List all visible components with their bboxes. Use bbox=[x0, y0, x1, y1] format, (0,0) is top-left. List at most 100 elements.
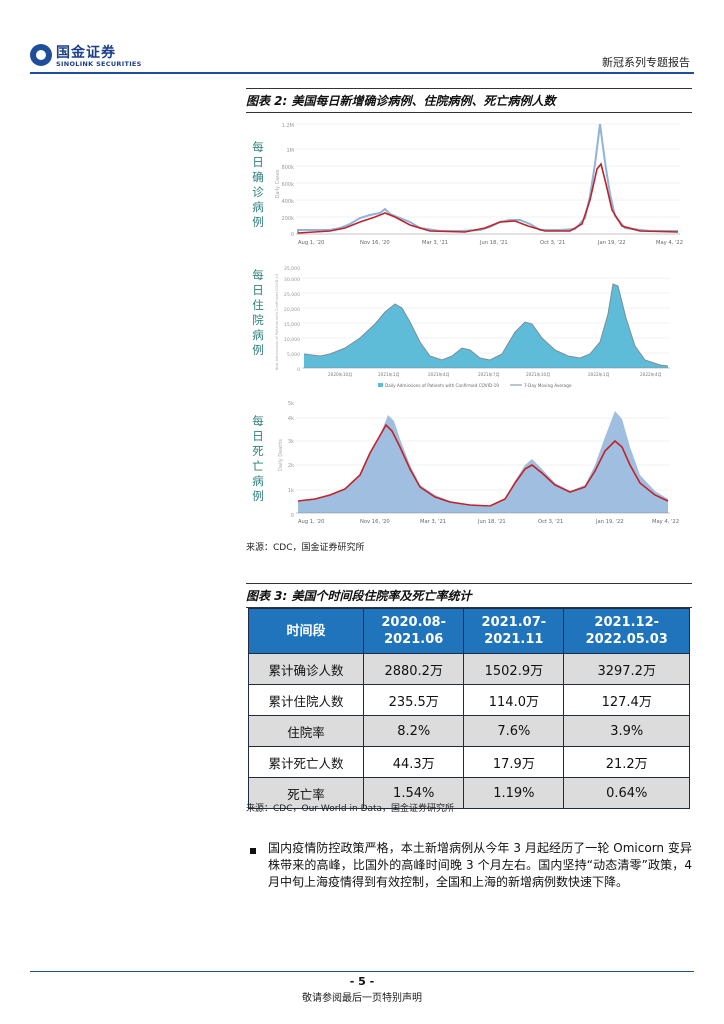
stats-table: 时间段 2020.08- 2021.06 2021.07- 2021.11 20… bbox=[247, 608, 690, 809]
figure2-title: 图表 2: 美国每日新增确诊病例、住院病例、死亡病例人数 bbox=[246, 88, 692, 113]
row-label: 死亡率 bbox=[247, 777, 365, 809]
deaths-ytick: 3k bbox=[288, 439, 294, 445]
admissions-xtick: 2022年4月 bbox=[640, 371, 662, 378]
cases-ytick: 400k bbox=[282, 199, 295, 205]
legend-bar-swatch bbox=[378, 383, 383, 387]
deaths-ytick: 4k bbox=[288, 416, 294, 422]
figure2-source: 来源：CDC，国金证券研究所 bbox=[246, 543, 365, 553]
admissions-xtick: 2021年7月 bbox=[478, 371, 500, 378]
table-cell: 17.9万 bbox=[463, 746, 565, 778]
admissions-ytick: 25,000 bbox=[284, 292, 300, 298]
admissions-legend-line: 7-Day Moving Average bbox=[524, 383, 572, 388]
admissions-area bbox=[304, 284, 668, 368]
deaths-ytick: 1k bbox=[288, 488, 294, 494]
admissions-xtick: 2020年10月 bbox=[328, 371, 352, 378]
cases-ytick: 600k bbox=[282, 182, 295, 188]
cases-xtick: Aug 1, '20 bbox=[298, 240, 324, 246]
table-cell: 3297.2万 bbox=[563, 653, 690, 685]
deaths-bars bbox=[298, 411, 668, 513]
table-cell: 1.54% bbox=[363, 777, 465, 809]
row-label: 累计死亡人数 bbox=[247, 746, 365, 778]
admissions-ytick: 15,000 bbox=[284, 322, 300, 328]
table-header-row: 时间段 2020.08- 2021.06 2021.07- 2021.11 20… bbox=[247, 608, 690, 654]
daily-deaths-chart: 0 1k 2k 3k 4k 5k Daily Deaths Aug 1, '20… bbox=[278, 401, 679, 525]
table-cell: 3.9% bbox=[563, 715, 690, 747]
table-header-cell: 2021.07- 2021.11 bbox=[463, 608, 565, 654]
company-name-en: SINOLINK SECURITIES bbox=[56, 60, 142, 68]
admissions-xtick: 2021年10月 bbox=[526, 371, 550, 378]
admissions-ytick: 5,000 bbox=[287, 352, 300, 358]
page-number: - 5 - bbox=[349, 975, 375, 988]
table-cell: 21.2万 bbox=[563, 746, 690, 778]
table-cell: 1.19% bbox=[463, 777, 565, 809]
admissions-ytick: 30,000 bbox=[284, 277, 300, 283]
admissions-xtick: 2022年1月 bbox=[588, 371, 610, 378]
table-cell: 127.4万 bbox=[563, 684, 690, 716]
cases-xtick: May 4, '22 bbox=[656, 240, 683, 246]
bullet-icon bbox=[250, 848, 256, 854]
admissions-ytick: 10,000 bbox=[284, 337, 300, 343]
table-cell: 114.0万 bbox=[463, 684, 565, 716]
table-header-cell: 时间段 bbox=[247, 608, 365, 654]
table-header-cell: 2021.12- 2022.05.03 bbox=[563, 608, 690, 654]
cases-xtick: Jun 18, '21 bbox=[479, 240, 508, 246]
admissions-xtick: 2021年4月 bbox=[428, 371, 450, 378]
table-row: 累计确诊人数 2880.2万 1502.9万 3297.2万 bbox=[247, 653, 690, 685]
table-row: 住院率 8.2% 7.6% 3.9% bbox=[247, 715, 690, 747]
deaths-ytick: 2k bbox=[288, 463, 294, 469]
figure3-source: 来源：CDC，Our World in Data，国金证券研究所 bbox=[246, 804, 455, 814]
table-row: 累计死亡人数 44.3万 17.9万 21.2万 bbox=[247, 746, 690, 778]
table-row: 累计住院人数 235.5万 114.0万 127.4万 bbox=[247, 684, 690, 716]
cases-ylabel: Daily Cases bbox=[275, 169, 281, 198]
deaths-ylabel: Daily Deaths bbox=[278, 439, 284, 471]
figure3-title: 图表 3: 美国个时间段住院率及死亡率统计 bbox=[246, 583, 692, 608]
admissions-xtick: 2021年1月 bbox=[378, 371, 400, 378]
cases-xtick: Mar 3, '21 bbox=[422, 240, 448, 246]
logo-icon bbox=[30, 44, 52, 66]
panel-admissions-label: 每日住院病例 bbox=[252, 268, 264, 357]
deaths-xtick: Jan 19, '22 bbox=[595, 519, 624, 525]
table-row: 死亡率 1.54% 1.19% 0.64% bbox=[247, 777, 690, 809]
admissions-ytick: 35,000 bbox=[284, 266, 300, 272]
cases-bars bbox=[297, 123, 678, 234]
row-label: 累计住院人数 bbox=[247, 684, 365, 716]
table-cell: 2880.2万 bbox=[363, 653, 465, 685]
deaths-xtick: Jun 18, '21 bbox=[477, 519, 506, 525]
row-label: 累计确诊人数 bbox=[247, 653, 365, 685]
table-header-cell: 2020.08- 2021.06 bbox=[363, 608, 465, 654]
panel-deaths-label: 每日死亡病例 bbox=[252, 414, 264, 503]
admissions-legend-bars: Daily Admissions of Patients with Confir… bbox=[385, 383, 499, 388]
deaths-xtick: Nov 16, '20 bbox=[360, 519, 390, 525]
admissions-ylabel: New Admissions of Patients with Confirme… bbox=[275, 273, 279, 370]
table-cell: 0.64% bbox=[563, 777, 690, 809]
deaths-xtick: Aug 1, '20 bbox=[298, 519, 324, 525]
cases-avg-line bbox=[297, 162, 679, 234]
cases-ytick: 1M bbox=[287, 148, 295, 154]
cases-xtick: Oct 3, '21 bbox=[540, 240, 565, 246]
table-cell: 8.2% bbox=[363, 715, 465, 747]
deaths-xtick: Mar 3, '21 bbox=[420, 519, 446, 525]
panel-cases-label: 每日确诊病例 bbox=[252, 140, 264, 229]
admissions-ytick: 20,000 bbox=[284, 307, 300, 313]
daily-admissions-chart: 0 5,000 10,000 15,000 20,000 25,000 30,0… bbox=[275, 266, 670, 388]
admissions-avg-line bbox=[303, 283, 669, 367]
report-series: 新冠系列专题报告 bbox=[602, 56, 690, 69]
cases-ytick: 200k bbox=[282, 216, 295, 222]
deaths-ytick: 0 bbox=[291, 513, 294, 519]
cases-ytick: 800k bbox=[282, 165, 295, 171]
row-label: 住院率 bbox=[247, 715, 365, 747]
cases-ytick: 1.2M bbox=[282, 123, 294, 129]
cases-xtick: Nov 16, '20 bbox=[360, 240, 390, 246]
deaths-ytick: 5k bbox=[288, 401, 294, 407]
header-divider bbox=[30, 72, 694, 74]
table-cell: 1502.9万 bbox=[463, 653, 565, 685]
footer-divider bbox=[30, 971, 694, 972]
deaths-avg-line bbox=[297, 423, 669, 507]
table-cell: 7.6% bbox=[463, 715, 565, 747]
deaths-xtick: Oct 3, '21 bbox=[538, 519, 563, 525]
cases-xtick: Jan 19, '22 bbox=[597, 240, 626, 246]
cases-yaxis: 0 200k 400k 600k 800k 1M 1.2M bbox=[282, 123, 295, 238]
cases-ytick: 0 bbox=[291, 232, 294, 238]
table-cell: 44.3万 bbox=[363, 746, 465, 778]
body-paragraph: 国内疫情防控政策严格，本土新增病例从今年 3 月起经历了一轮 Omicorn 变… bbox=[268, 841, 692, 889]
